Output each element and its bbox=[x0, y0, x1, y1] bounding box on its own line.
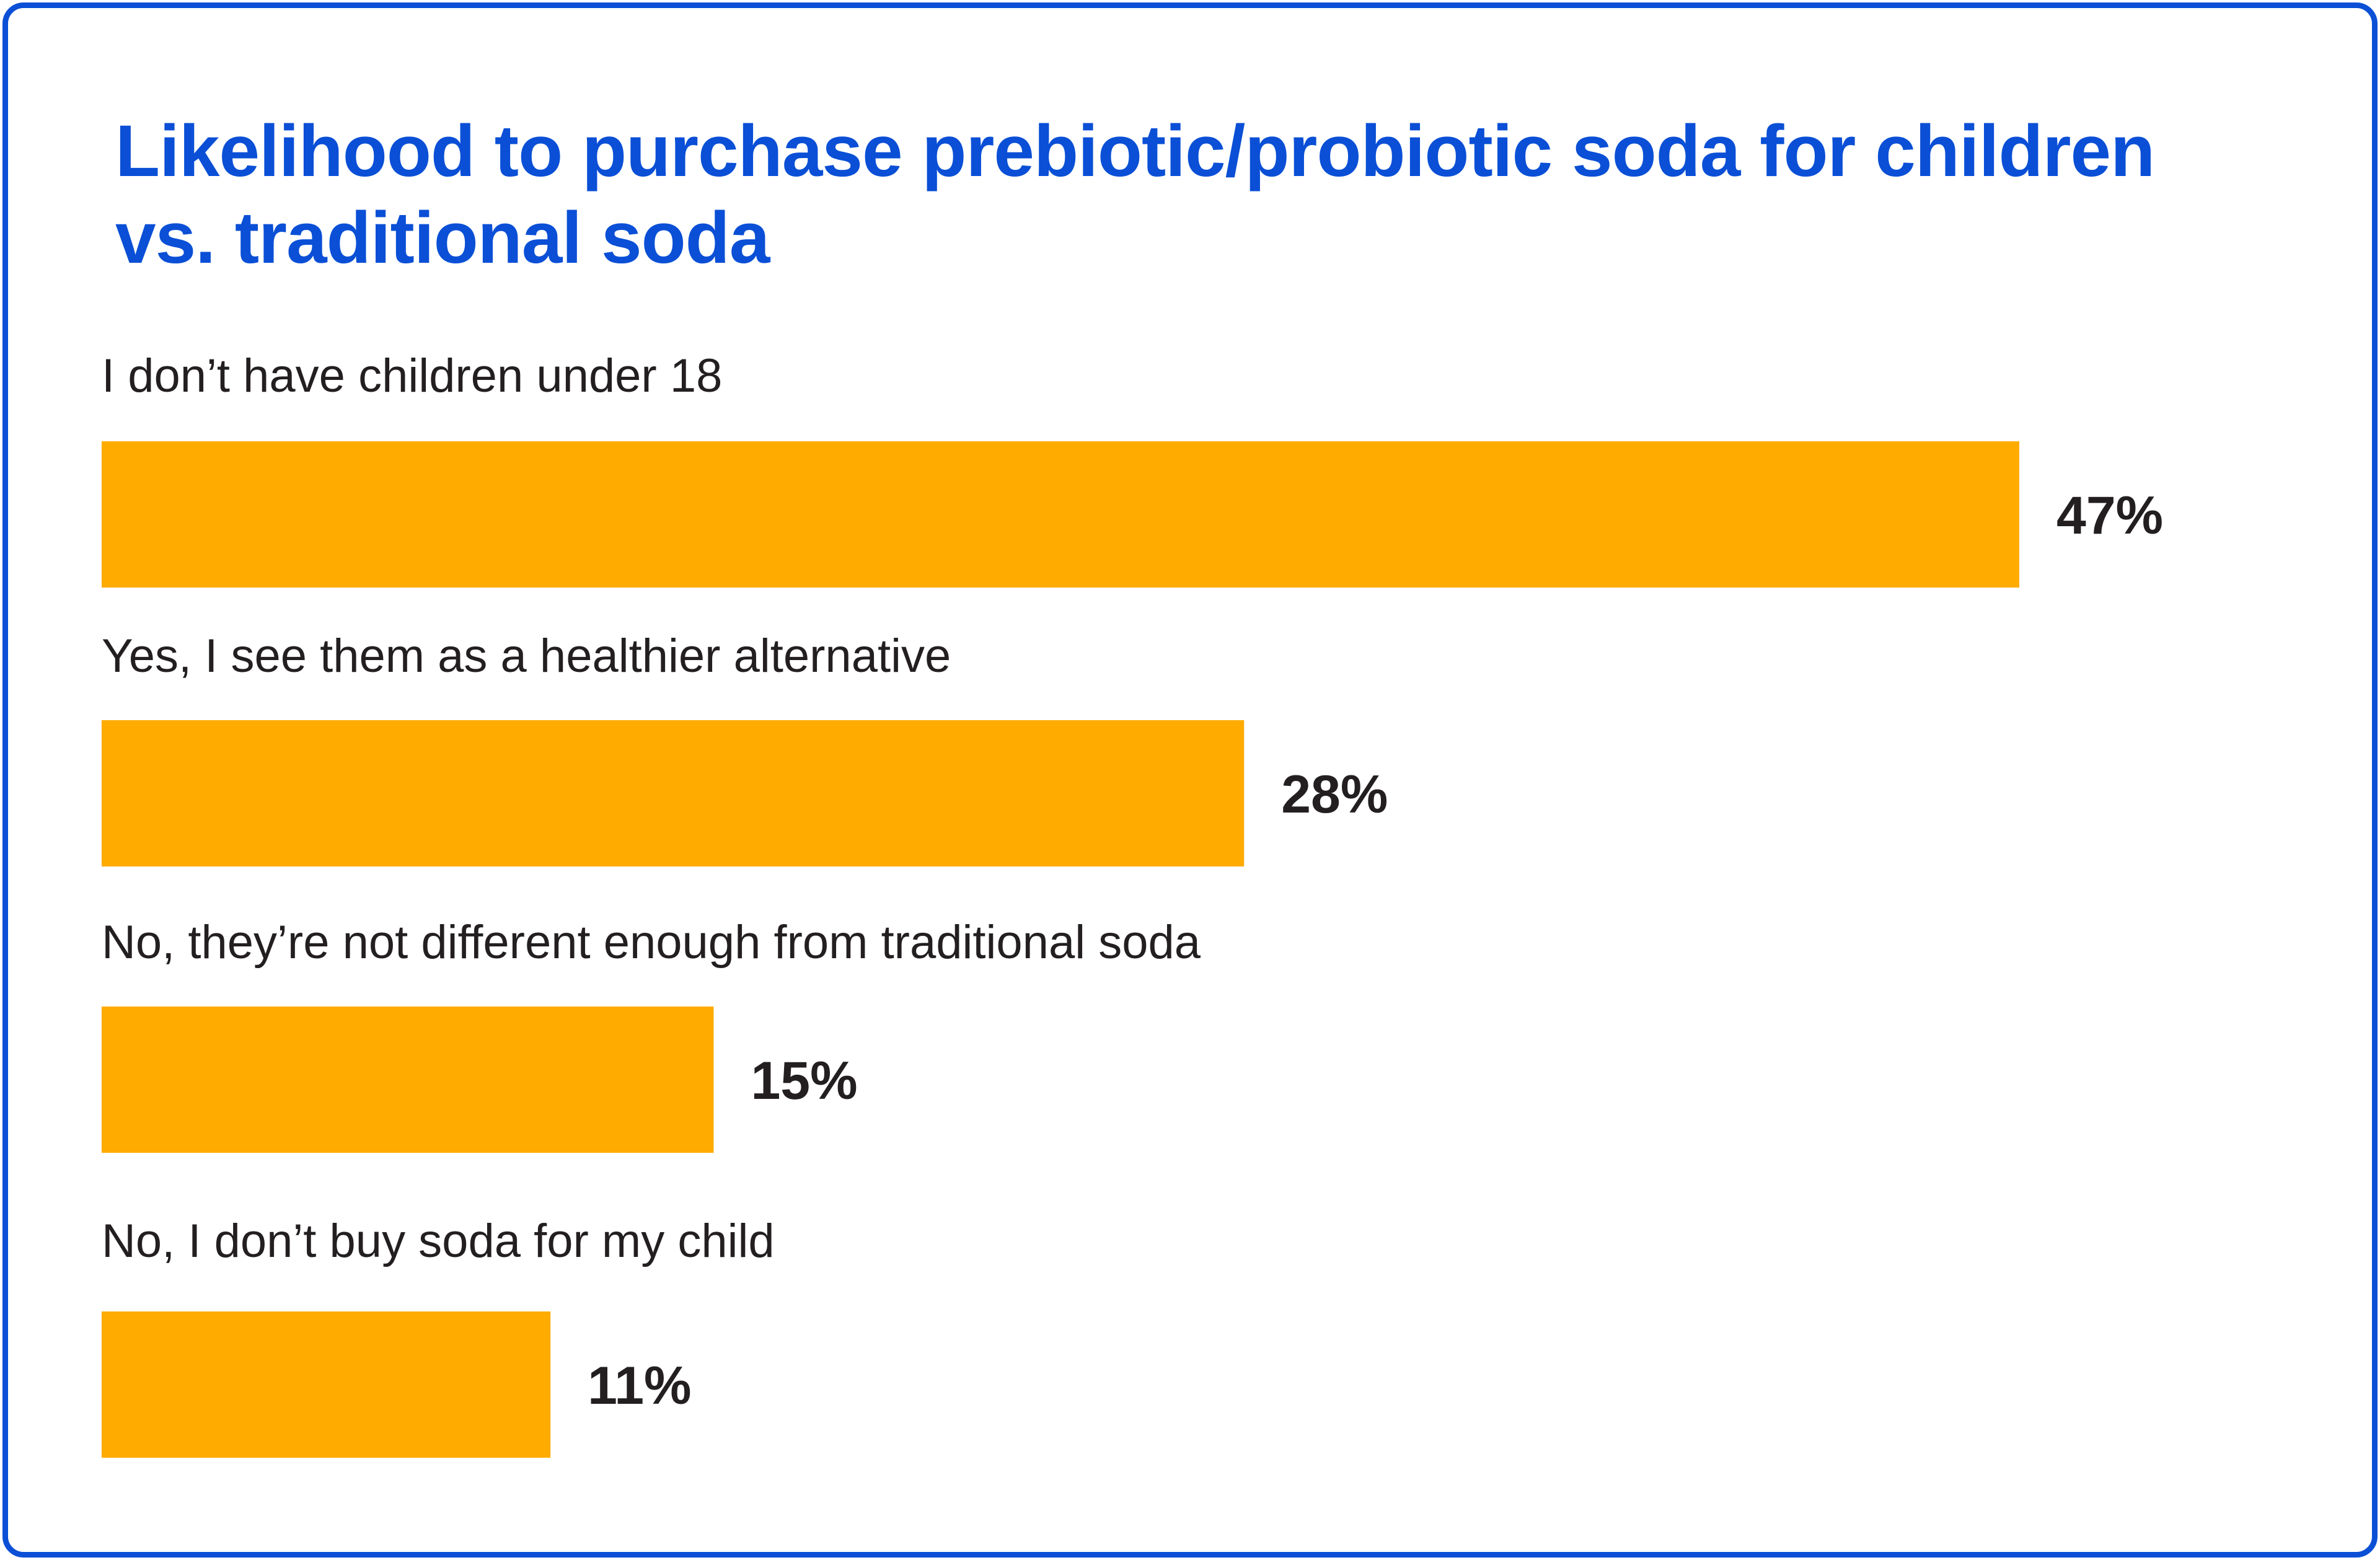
category-label: I don’t have children under 18 bbox=[102, 350, 722, 402]
bar bbox=[102, 720, 1245, 866]
value-label: 47% bbox=[2056, 486, 2163, 545]
value-label: 28% bbox=[1281, 765, 1388, 824]
category-label: No, they’re not different enough from tr… bbox=[102, 916, 1201, 969]
category-label: Yes, I see them as a healthier alternati… bbox=[102, 630, 951, 682]
bar bbox=[102, 1311, 551, 1458]
bar bbox=[102, 1007, 714, 1153]
value-label: 15% bbox=[751, 1051, 857, 1111]
value-label: 11% bbox=[588, 1356, 691, 1416]
chart-title: Likelihood to purchase prebiotic/probiot… bbox=[115, 110, 2155, 279]
category-label: No, I don’t buy soda for my child bbox=[102, 1215, 775, 1267]
bar bbox=[102, 441, 2019, 588]
